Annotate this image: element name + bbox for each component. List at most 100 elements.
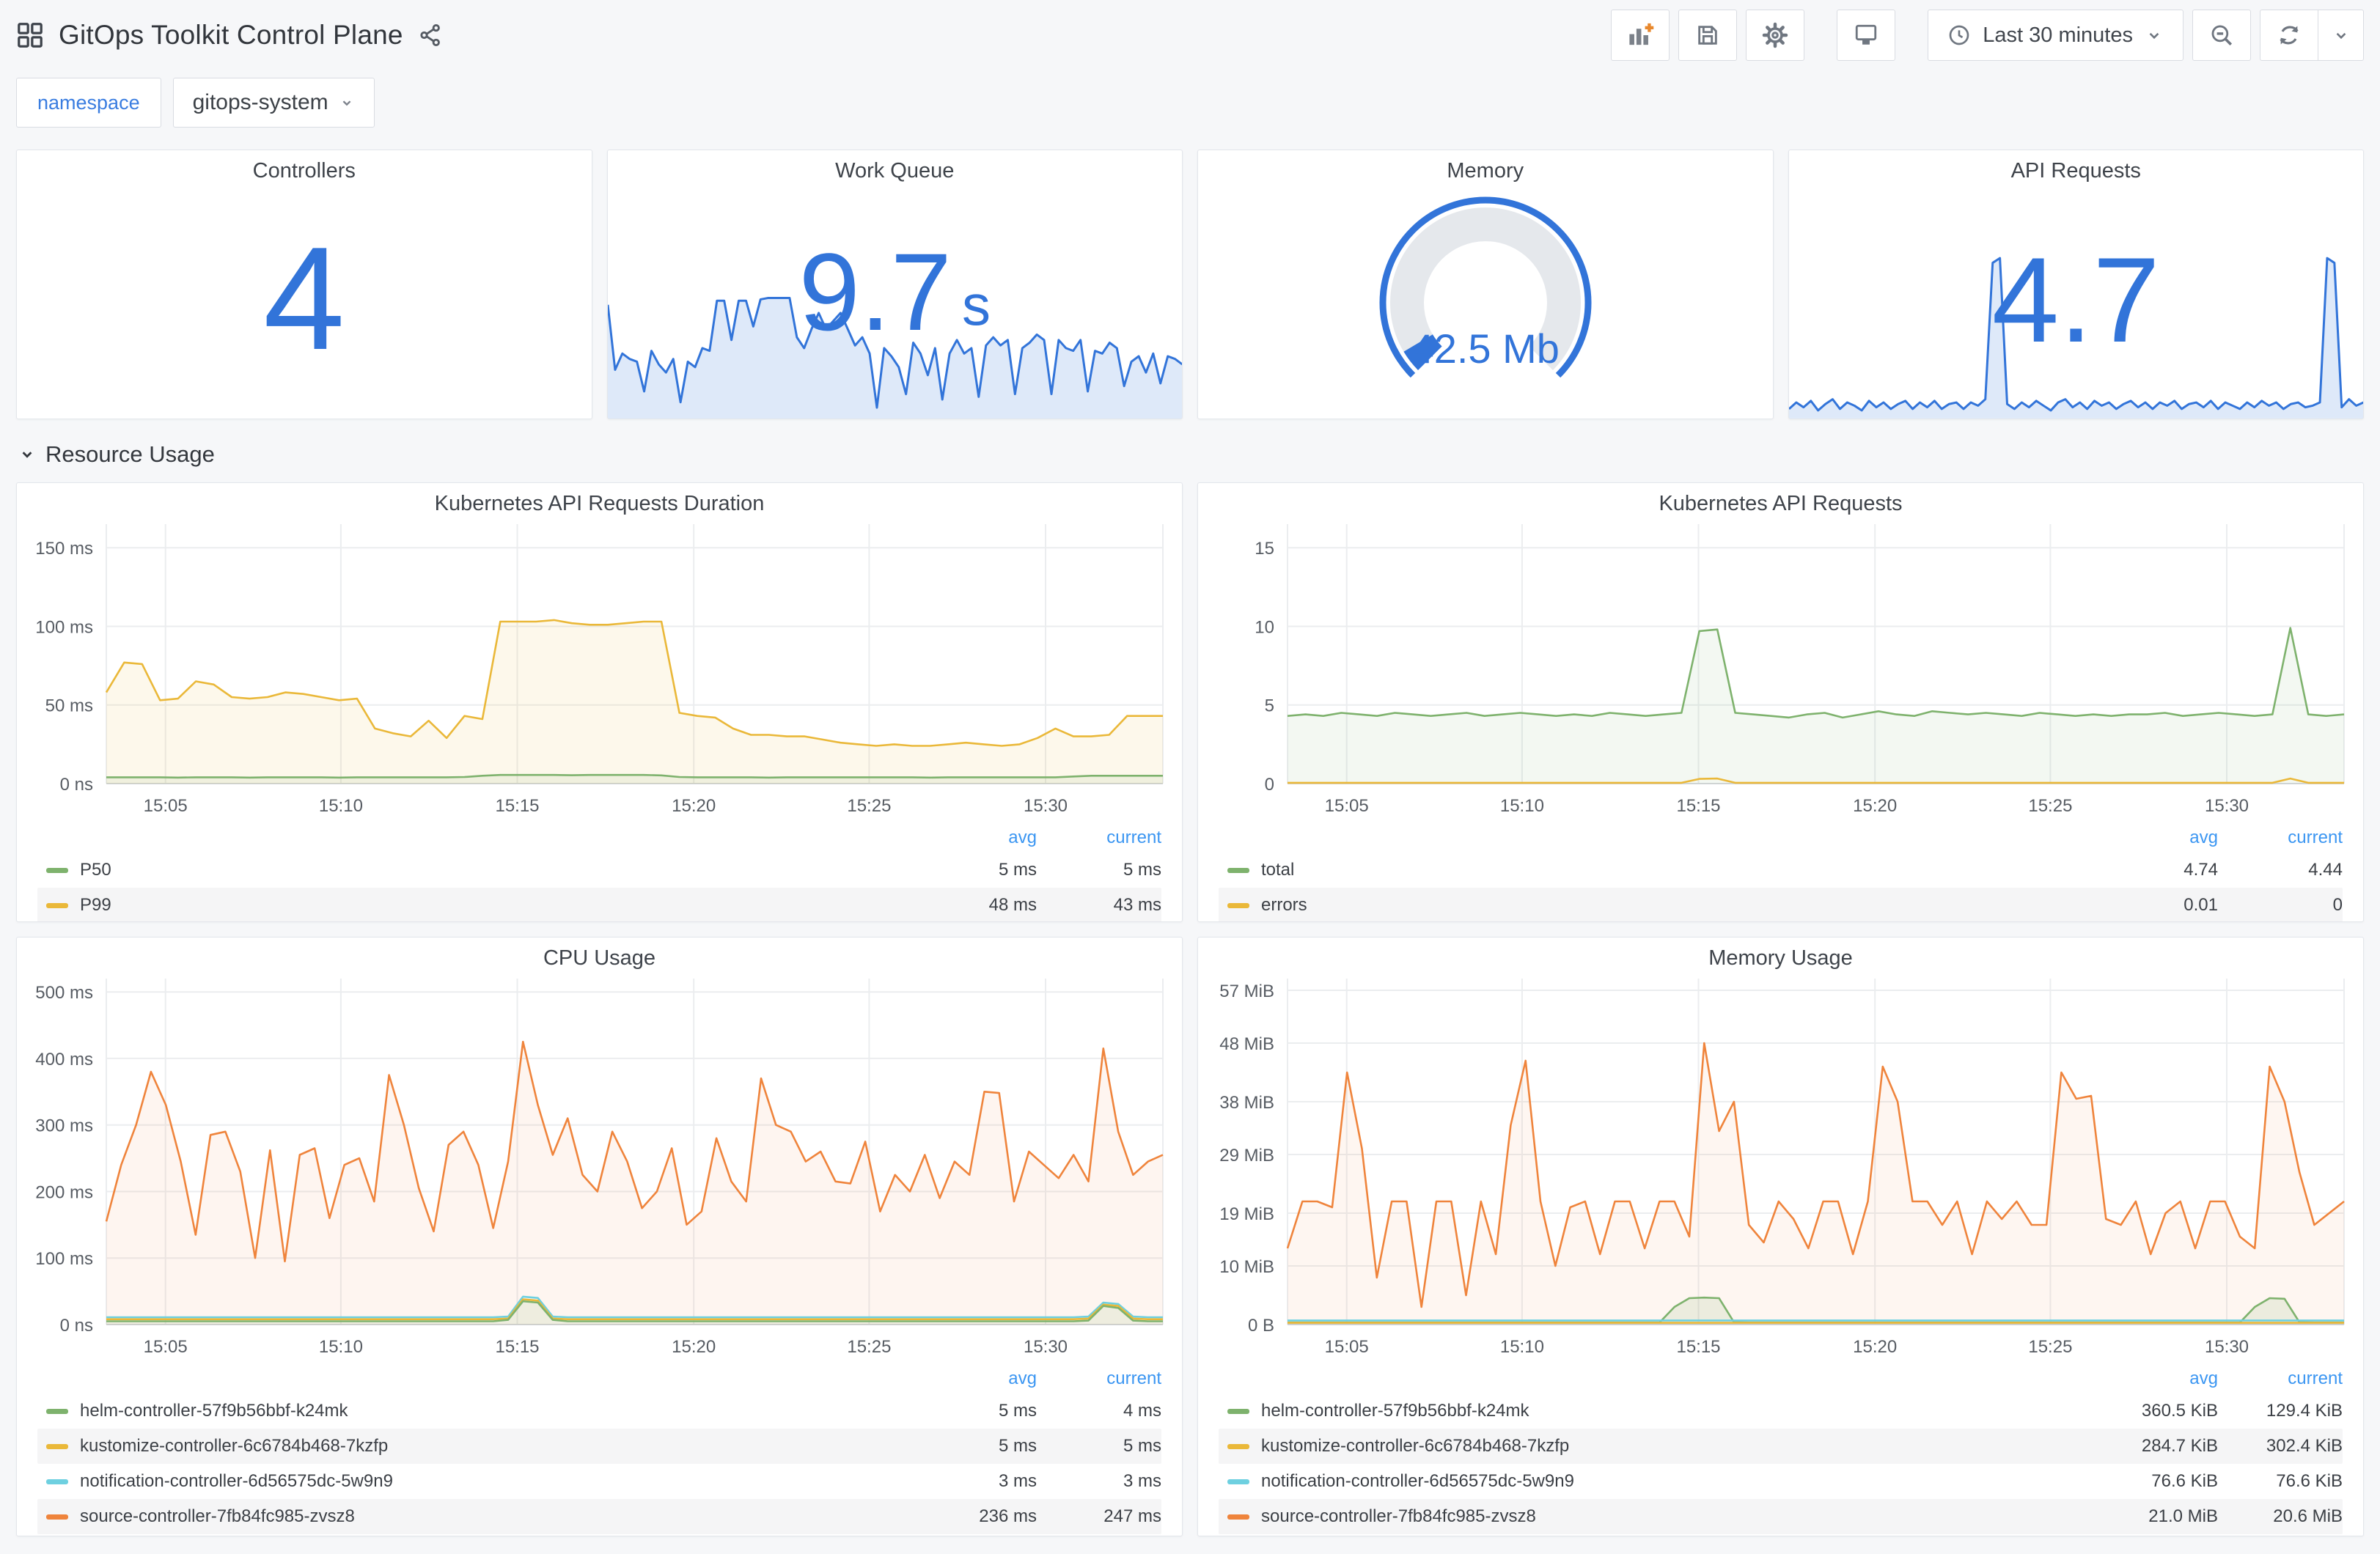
legend-series-label[interactable]: kustomize-controller-6c6784b468-7kzfp: [37, 1436, 912, 1457]
memory-gauge-value: 42.5 Mb: [1411, 325, 1560, 372]
save-dashboard-button[interactable]: [1678, 10, 1738, 61]
legend-series-label[interactable]: errors: [1219, 895, 2093, 916]
legend-current-value: 43 ms: [1113, 895, 1161, 915]
legend-series-name: P50: [80, 860, 111, 880]
svg-text:57 MiB: 57 MiB: [1219, 982, 1274, 1001]
series-color-dash-icon: [1227, 867, 1249, 873]
legend-series-name: errors: [1261, 895, 1307, 915]
svg-text:15:25: 15:25: [847, 796, 891, 816]
api-requests-stat-value: 4.7: [1991, 232, 2160, 367]
legend-series-label[interactable]: P99: [37, 895, 912, 916]
legend-current-value: 3 ms: [1123, 1471, 1161, 1491]
panel-api-requests: API Requests 4.7: [1788, 150, 2364, 419]
svg-text:15:15: 15:15: [495, 1337, 539, 1357]
svg-text:0 B: 0 B: [1248, 1316, 1274, 1336]
panel-title[interactable]: Work Queue: [835, 158, 955, 183]
legend-current-value: 302.4 KiB: [2266, 1436, 2343, 1456]
legend-avg-value: 21.0 MiB: [2148, 1506, 2218, 1526]
legend-series-label[interactable]: kustomize-controller-6c6784b468-7kzfp: [1219, 1436, 2093, 1457]
panel-memory-usage: Memory Usage 0 B 10 MiB 19 MiB 29 MiB 38 MiB…: [1197, 937, 2364, 1536]
clock-icon: [1947, 23, 1971, 47]
panel-title[interactable]: Kubernetes API Requests: [1659, 491, 1903, 515]
svg-text:15:25: 15:25: [847, 1337, 891, 1357]
panel-controllers: Controllers 4: [16, 150, 592, 419]
legend-series-label[interactable]: source-controller-7fb84fc985-zvsz8: [37, 1506, 912, 1527]
svg-text:0 ns: 0 ns: [60, 1316, 93, 1336]
svg-text:15:20: 15:20: [1853, 796, 1897, 816]
legend-sort-current[interactable]: current: [1106, 1369, 1161, 1388]
svg-text:15:05: 15:05: [144, 796, 188, 816]
timeseries-plot[interactable]: 0 5 10 15 15:05 15:10 15:15 15:20 15:25 15:30: [1198, 524, 2363, 819]
legend-series-label[interactable]: notification-controller-6d56575dc-5w9n9: [37, 1471, 912, 1492]
svg-text:400 ms: 400 ms: [35, 1050, 93, 1069]
chevron-down-icon: [339, 95, 355, 111]
svg-text:15:30: 15:30: [2205, 796, 2249, 816]
timeseries-plot[interactable]: 0 ns 50 ms 100 ms 150 ms 15:05 15:10 15:15 15:2…: [17, 524, 1182, 819]
svg-text:15:30: 15:30: [1024, 1337, 1068, 1357]
svg-text:150 ms: 150 ms: [35, 539, 93, 559]
timeseries-plot[interactable]: 0 ns 100 ms 200 ms 300 ms 400 ms 500 ms 15:05 1…: [17, 979, 1182, 1360]
work-queue-sparkline[interactable]: [607, 294, 1183, 419]
legend-sort-current[interactable]: current: [1106, 828, 1161, 847]
legend-current-value: 0: [2332, 895, 2343, 915]
legend-series-name: total: [1261, 860, 1295, 880]
legend-series-label[interactable]: total: [1219, 860, 2093, 880]
share-icon[interactable]: [418, 23, 443, 48]
add-panel-button[interactable]: [1611, 10, 1670, 61]
panel-title[interactable]: Memory: [1447, 158, 1524, 183]
zoom-out-time-button[interactable]: [2192, 10, 2251, 61]
legend-sort-avg[interactable]: avg: [1008, 1369, 1037, 1388]
panel-title[interactable]: Memory Usage: [1708, 946, 1853, 970]
svg-text:15:30: 15:30: [1024, 796, 1068, 816]
legend: avg current helm-controller-57f9b56bbf-k24…: [17, 1360, 1182, 1534]
dashboard-settings-button[interactable]: [1746, 10, 1805, 61]
legend-row: total 4.74 4.44: [1219, 853, 2343, 888]
apps-grid-icon[interactable]: [16, 21, 44, 49]
svg-text:10 MiB: 10 MiB: [1219, 1257, 1274, 1277]
legend-series-label[interactable]: helm-controller-57f9b56bbf-k24mk: [1219, 1401, 2093, 1421]
series-color-dash-icon: [1227, 1408, 1249, 1414]
api-requests-sparkline[interactable]: [1788, 250, 2364, 419]
series-color-dash-icon: [46, 902, 68, 908]
svg-text:15:10: 15:10: [1500, 1337, 1544, 1357]
legend-row: P99 48 ms 43 ms: [37, 888, 1161, 921]
refresh-interval-dropdown[interactable]: [2318, 10, 2364, 61]
legend-series-name: kustomize-controller-6c6784b468-7kzfp: [1261, 1436, 1570, 1456]
svg-text:500 ms: 500 ms: [35, 983, 93, 1003]
refresh-dashboard-button[interactable]: [2260, 10, 2318, 61]
legend-row: kustomize-controller-6c6784b468-7kzfp 284…: [1219, 1429, 2343, 1464]
series-color-dash-icon: [1227, 1443, 1249, 1449]
panel-memory: Memory 42.5 Mb: [1197, 150, 1774, 419]
panel-title[interactable]: CPU Usage: [543, 946, 656, 970]
svg-text:15:10: 15:10: [319, 1337, 363, 1357]
svg-text:0: 0: [1265, 775, 1274, 795]
svg-text:15:15: 15:15: [1676, 796, 1720, 816]
legend-sort-avg[interactable]: avg: [2189, 1369, 2218, 1388]
svg-text:15:20: 15:20: [672, 796, 716, 816]
legend-sort-avg[interactable]: avg: [1008, 828, 1037, 847]
panel-title[interactable]: API Requests: [2010, 158, 2141, 183]
variable-namespace-picker[interactable]: gitops-system: [172, 78, 375, 128]
legend-sort-current[interactable]: current: [2288, 1369, 2343, 1388]
timeseries-plot[interactable]: 0 B 10 MiB 19 MiB 29 MiB 38 MiB 48 MiB 57 MiB 1…: [1198, 979, 2363, 1360]
series-color-dash-icon: [1227, 1478, 1249, 1484]
legend-sort-current[interactable]: current: [2288, 828, 2343, 847]
series-color-dash-icon: [46, 867, 68, 873]
legend-series-name: notification-controller-6d56575dc-5w9n9: [80, 1471, 393, 1491]
legend-sort-avg[interactable]: avg: [2189, 828, 2218, 847]
cycle-view-mode-button[interactable]: [1837, 10, 1896, 61]
legend-avg-value: 284.7 KiB: [2141, 1436, 2218, 1456]
legend-header: avg current: [1219, 1364, 2343, 1393]
svg-text:15:25: 15:25: [2028, 1337, 2072, 1357]
legend-series-label[interactable]: P50: [37, 860, 912, 880]
legend-series-label[interactable]: helm-controller-57f9b56bbf-k24mk: [37, 1401, 912, 1421]
panel-k8s-api-requests: Kubernetes API Requests 0 5 10 15 15:05 15:10…: [1197, 482, 2364, 922]
panel-title[interactable]: Controllers: [252, 158, 356, 183]
row-resource-usage[interactable]: Resource Usage: [18, 441, 2364, 468]
time-range-picker[interactable]: Last 30 minutes: [1928, 10, 2183, 61]
controllers-stat-value: 4: [263, 217, 345, 380]
panel-title[interactable]: Kubernetes API Requests Duration: [434, 491, 765, 515]
svg-text:15:10: 15:10: [1500, 796, 1544, 816]
legend-series-label[interactable]: notification-controller-6d56575dc-5w9n9: [1219, 1471, 2093, 1492]
legend-series-label[interactable]: source-controller-7fb84fc985-zvsz8: [1219, 1506, 2093, 1527]
